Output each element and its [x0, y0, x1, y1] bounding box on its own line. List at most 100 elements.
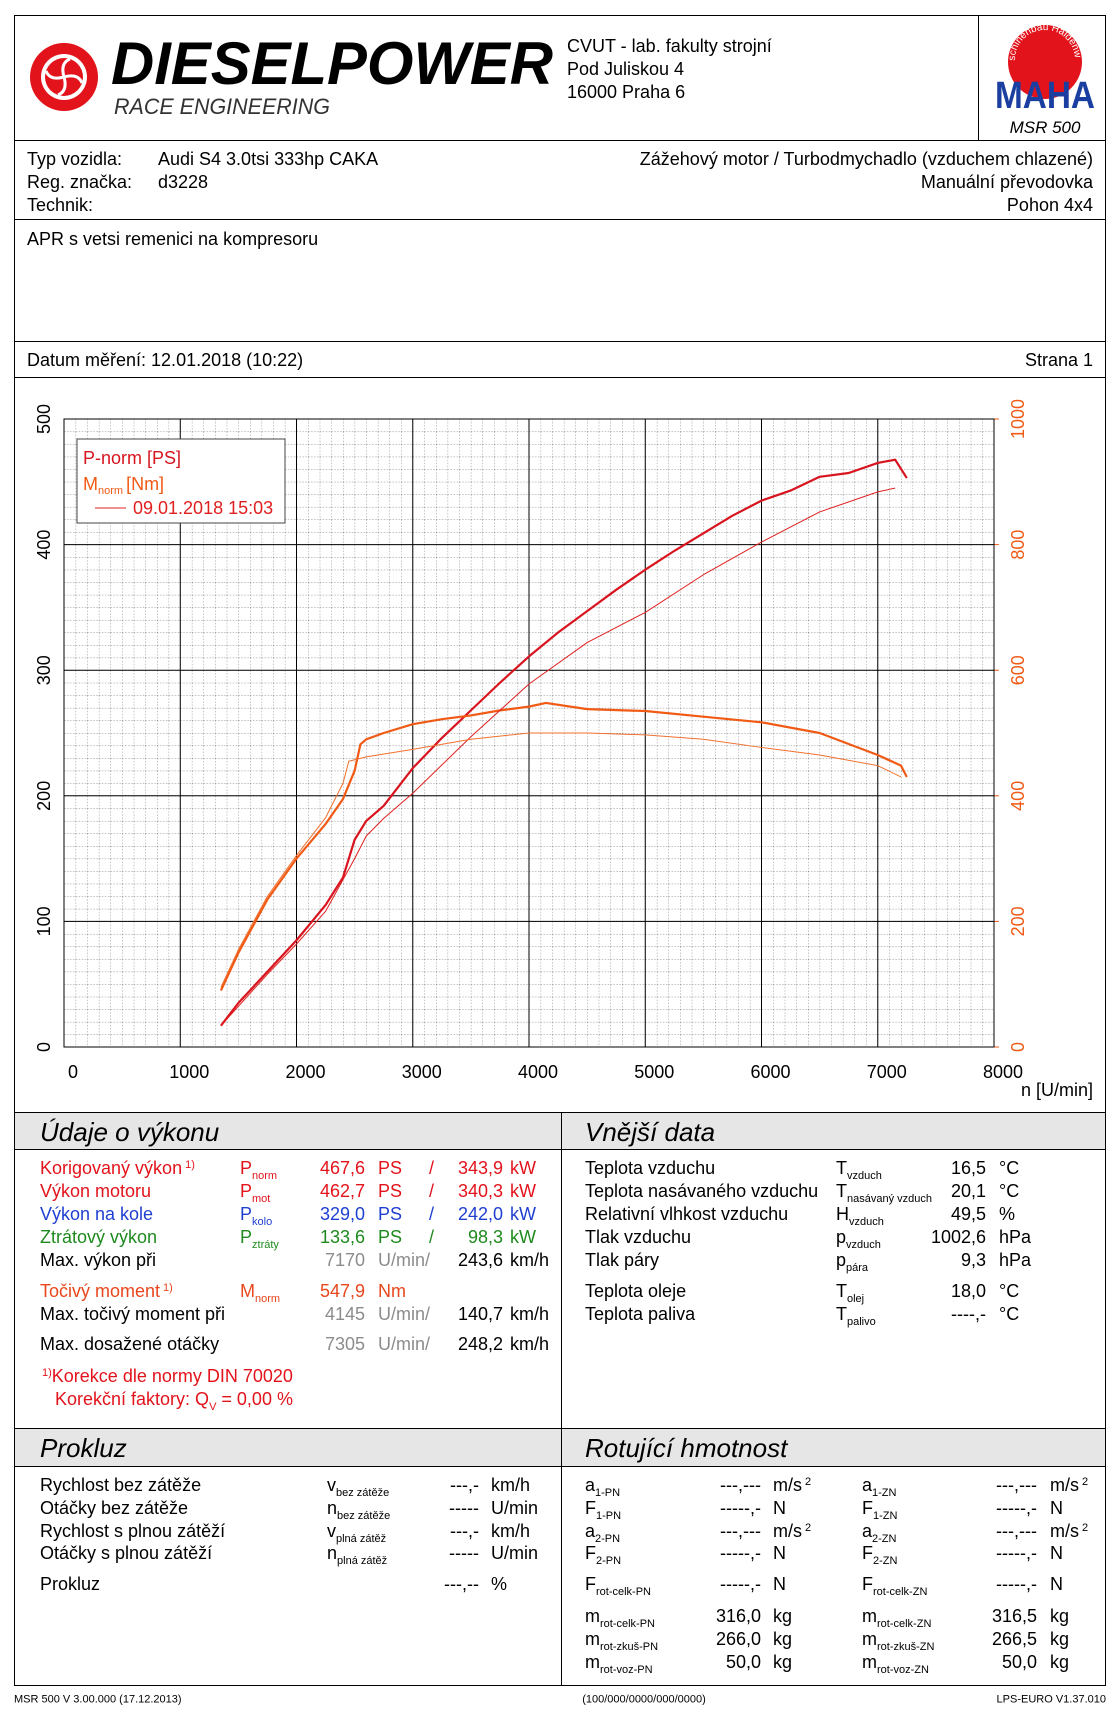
slip-label: Otáčky s plnou zátěží	[40, 1544, 212, 1562]
perf-sep: /	[429, 1159, 434, 1177]
rot-symbol-letter: a	[585, 1475, 596, 1495]
rot-value: ---,---	[996, 1521, 1037, 1541]
perf-value2: 340,3	[457, 1181, 503, 1201]
slip-label: Prokluz	[40, 1575, 100, 1593]
vehicle-spec: Pohon 4x4	[1007, 196, 1093, 214]
legend-label: P-norm [PS]	[83, 448, 181, 468]
rot-symbol-sub: 1-ZN	[872, 1487, 897, 1499]
rot-value: 316,0	[715, 1606, 761, 1626]
rot-unit: N	[773, 1498, 786, 1518]
perf-symbol-letter: P	[240, 1158, 253, 1178]
perf-sep: /	[429, 1205, 434, 1223]
perf-label: Točivý moment 1)	[40, 1282, 173, 1300]
ext-unit: °C	[999, 1181, 1020, 1201]
perf-label-text: Výkon na kole	[40, 1204, 154, 1224]
rot-symbol-letter: F	[585, 1574, 596, 1594]
perf-value: 462,7	[320, 1182, 365, 1200]
ext-label: Teplota oleje	[585, 1281, 687, 1301]
ext-label: Tlak vzduchu	[585, 1227, 692, 1247]
perf-unit: PS	[378, 1159, 402, 1177]
perf-label-text: Korigovaný výkon	[40, 1158, 183, 1178]
rot-unit: m/s 2	[1050, 1476, 1088, 1494]
y-tick-label: 300	[34, 655, 54, 685]
ext-unit: %	[999, 1205, 1015, 1223]
page-number: Strana 1	[1024, 350, 1093, 370]
perf-unit: U/min/	[378, 1334, 431, 1354]
address-line: CVUT - lab. fakulty strojní	[567, 37, 772, 55]
rot-symbol: mrot-celk-ZN	[862, 1607, 931, 1630]
rot-symbol-letter: F	[585, 1498, 596, 1518]
ext-value: 1002,6	[931, 1228, 986, 1246]
ext-symbol-letter: p	[836, 1250, 847, 1270]
rot-unit: N	[1050, 1498, 1063, 1518]
x-tick-label: 7000	[867, 1062, 907, 1082]
rot-value: ---,---	[996, 1475, 1037, 1495]
rot-symbol: a1-ZN	[862, 1475, 896, 1499]
slip-value: ---,--	[444, 1575, 479, 1593]
y2-tick-label: 1000	[1008, 399, 1028, 439]
rot-value: ---,---	[720, 1522, 761, 1540]
rot-symbol-sub: 2-PN	[596, 1555, 622, 1567]
rot-unit: N	[1050, 1543, 1063, 1563]
vehicle-label: Typ vozidla:	[27, 150, 122, 168]
ext-value: ----,-	[951, 1304, 986, 1324]
perf-unit: PS	[378, 1205, 402, 1223]
rot-symbol-letter: F	[585, 1543, 596, 1563]
rot-value: -----,-	[720, 1498, 761, 1518]
ext-symbol-letter: T	[836, 1181, 847, 1201]
perf-value: 467,6	[320, 1159, 365, 1177]
series-line	[220, 487, 896, 1026]
perf-value2: 243,6	[458, 1251, 503, 1269]
y-tick-label: 0	[34, 1042, 54, 1052]
slip-unit: km/h	[491, 1521, 531, 1541]
factor-label: Korekční faktory: Q	[55, 1389, 210, 1409]
ext-symbol: pvzduch	[836, 1228, 881, 1251]
ext-value: 16,5	[950, 1158, 986, 1178]
ext-value: 9,3	[961, 1251, 986, 1269]
perf-label-text: Točivý moment	[40, 1281, 161, 1301]
perf-unit2: kW	[510, 1228, 536, 1246]
plot-frame	[63, 418, 995, 1048]
rot-symbol: mrot-zkuš-PN	[585, 1630, 658, 1653]
vehicle-value: Audi S4 3.0tsi 333hp CAKA	[158, 150, 378, 168]
divider	[978, 15, 979, 140]
rot-unit: kg	[1050, 1630, 1069, 1648]
perf-unit: PS	[378, 1227, 403, 1247]
rot-unit: N	[1050, 1575, 1063, 1593]
ext-unit: °C	[999, 1182, 1019, 1200]
perf-unit2: kW	[510, 1182, 536, 1200]
slip-value: -----	[449, 1544, 479, 1562]
slip-symbol-letter: v	[327, 1521, 336, 1541]
perf-value2: 248,2	[457, 1334, 503, 1354]
perf-label: Korigovaný výkon 1)	[40, 1159, 195, 1177]
rot-value: -----,-	[996, 1543, 1037, 1563]
rot-value: -----,-	[996, 1574, 1037, 1594]
perf-unit2: km/h	[510, 1334, 550, 1354]
perf-value: 7305	[324, 1334, 365, 1354]
vehicle-spec: Manuální převodovka	[921, 173, 1093, 191]
note: APR s vetsi remenici na kompresoru	[27, 230, 318, 248]
ext-symbol-letter: T	[836, 1304, 847, 1324]
ext-unit: °C	[999, 1282, 1019, 1300]
perf-value2: 248,2	[458, 1335, 503, 1353]
ext-label: Teplota nasávaného vzduchu	[585, 1182, 818, 1200]
vehicle-spec: Manuální převodovka	[920, 172, 1093, 192]
perf-value: 329,0	[319, 1204, 365, 1224]
perf-symbol: Mnorm	[240, 1282, 280, 1305]
ext-unit: °C	[999, 1305, 1019, 1323]
address-line: Pod Juliskou 4	[567, 59, 685, 79]
address-line: 16000 Praha 6	[567, 82, 686, 102]
ext-value: 9,3	[960, 1250, 986, 1270]
perf-symbol: Pztráty	[240, 1228, 279, 1251]
rot-symbol-letter: a	[862, 1475, 873, 1495]
y2-tick-label: 0	[1008, 1042, 1028, 1052]
perf-unit2: km/h	[510, 1250, 550, 1270]
perf-unit: Nm	[378, 1282, 406, 1300]
footer-right: LPS-EURO V1.37.010	[996, 1693, 1106, 1706]
perf-unit2: km/h	[510, 1335, 549, 1353]
ext-symbol: Tnasávaný vzduch	[836, 1181, 932, 1205]
divider	[14, 341, 1105, 342]
perf-sep: /	[429, 1228, 434, 1246]
divider	[14, 1149, 1105, 1150]
ext-symbol: Tpalivo	[836, 1304, 876, 1328]
